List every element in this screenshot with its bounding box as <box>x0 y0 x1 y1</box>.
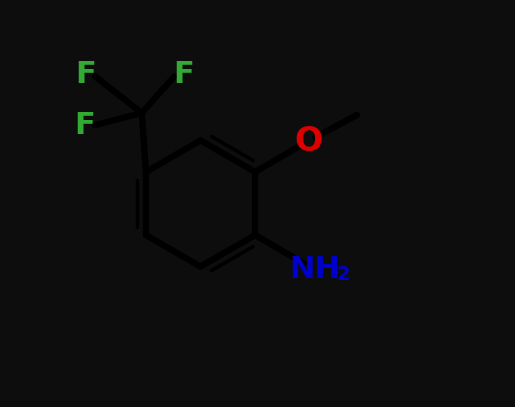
Text: 2: 2 <box>337 265 350 284</box>
Text: F: F <box>76 60 96 89</box>
Text: O: O <box>294 125 322 158</box>
Text: F: F <box>74 111 95 140</box>
Text: NH: NH <box>289 255 339 284</box>
Text: F: F <box>173 60 194 89</box>
